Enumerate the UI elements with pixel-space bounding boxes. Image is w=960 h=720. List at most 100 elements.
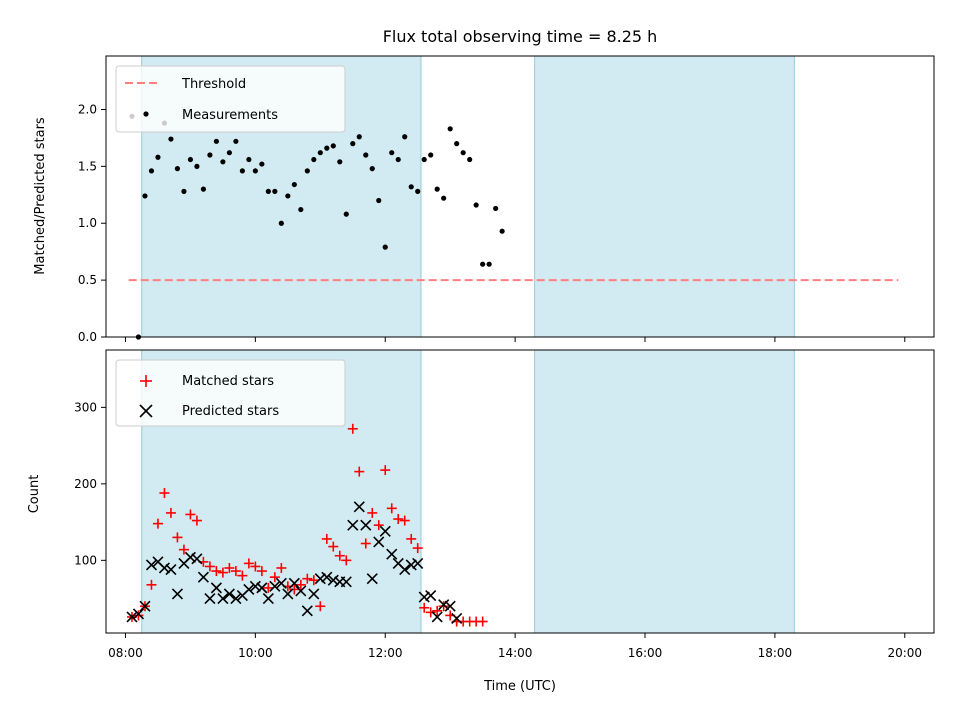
predicted-star-point: [438, 599, 450, 611]
predicted-star-point-b: [139, 600, 151, 612]
matched-star-point: [432, 605, 443, 616]
predicted-star-point-b: [373, 536, 385, 548]
predicted-star-point-b: [171, 588, 184, 600]
predicted-star-point: [230, 593, 242, 605]
predicted-star-point: [444, 600, 456, 612]
predicted-star-point: [223, 588, 235, 600]
predicted-star-point-b: [145, 559, 158, 571]
measurement-point: [239, 168, 245, 174]
top-axes-frame: [105, 55, 935, 338]
observing-span: [534, 56, 795, 337]
predicted-star-point-b: [230, 593, 242, 605]
measurement-point: [382, 244, 388, 250]
measurement-point: [447, 126, 453, 132]
top-x-ticks: [124, 337, 906, 342]
legend-matched-label: Matched stars: [182, 374, 274, 389]
predicted-star-point: [405, 559, 417, 571]
measurement-point: [304, 168, 310, 174]
predicted-star-point: [308, 588, 320, 600]
predicted-star-point-b: [288, 577, 300, 589]
chart-title: Flux total observing time = 8.25 h: [383, 27, 658, 46]
predicted-star-point-b: [399, 563, 411, 576]
measurement-point: [168, 136, 174, 142]
matched-star-point: [334, 550, 345, 561]
predicted-star-point-b: [256, 582, 268, 594]
measurement-point: [285, 193, 291, 199]
predicted-star-point: [321, 571, 333, 583]
predicted-star-point: [288, 577, 300, 589]
x-tick-label: 20:00: [887, 646, 922, 660]
bottom-y-axis-label: Count: [27, 475, 42, 514]
measurement-point: [486, 261, 492, 267]
measurement-point: [363, 152, 369, 158]
predicted-star-point: [269, 580, 281, 592]
measurement-point: [499, 228, 505, 234]
x-tick-label: 18:00: [758, 646, 793, 660]
matched-star-point: [243, 558, 254, 569]
matched-star-point: [399, 515, 410, 526]
measurement-point: [408, 184, 414, 190]
predicted-star-point: [262, 593, 274, 605]
predicted-star-point-b: [444, 600, 456, 612]
matched-star-point: [347, 423, 358, 434]
predicted-star-point: [340, 576, 352, 588]
matched-star-points: [126, 423, 488, 627]
measurement-point: [148, 168, 155, 174]
predicted-star-point-b: [353, 501, 365, 513]
matched-star-point: [380, 465, 391, 476]
predicted-star-point-b: [418, 591, 430, 603]
measurement-point: [330, 143, 336, 149]
y-tick-label: 1.0: [78, 216, 97, 230]
matched-star-point: [477, 616, 488, 627]
matched-star-point: [386, 503, 397, 514]
predicted-star-point: [373, 536, 385, 548]
measurement-point: [272, 188, 278, 194]
matched-star-point: [178, 544, 189, 555]
y-tick-label: 0.0: [78, 330, 97, 344]
matched-star-point: [230, 566, 241, 577]
y-tick-label: 1.5: [78, 159, 97, 173]
measurement-point: [454, 140, 460, 147]
matched-star-point: [152, 518, 163, 529]
measurement-point: [233, 138, 239, 144]
matched-star-point: [373, 520, 384, 531]
measurement-point: [460, 150, 466, 156]
measurement-point: [376, 197, 382, 204]
matched-star-point: [191, 515, 202, 526]
measurement-point: [389, 150, 395, 156]
measurement-point: [421, 156, 427, 163]
y-tick-label: 2.0: [78, 102, 97, 116]
predicted-star-point: [418, 591, 430, 603]
predicted-star-point-b: [223, 588, 235, 600]
matched-star-point: [159, 488, 170, 499]
predicted-star-point-b: [152, 556, 164, 568]
measurement-point: [441, 195, 447, 201]
measurement-point: [291, 181, 297, 188]
bottom-legend: Matched stars Predicted stars: [115, 359, 346, 427]
matched-star-point: [237, 570, 248, 581]
measurement-point: [311, 156, 317, 163]
predicted-star-point-b: [451, 612, 463, 625]
predicted-star-point: [360, 519, 372, 531]
predicted-star-point-b: [295, 585, 307, 597]
predicted-star-point: [425, 589, 437, 602]
predicted-star-point: [145, 559, 158, 571]
matched-star-point: [321, 533, 332, 544]
matched-star-point: [263, 582, 274, 593]
measurement-point: [473, 202, 479, 208]
predicted-star-point: [132, 608, 145, 620]
measurement-point: [142, 193, 148, 199]
predicted-star-point-b: [321, 571, 333, 583]
measurement-point: [402, 134, 408, 140]
predicted-star-point-b: [249, 580, 261, 592]
predicted-star-point: [275, 577, 287, 589]
predicted-star-point-b: [347, 519, 359, 531]
predicted-star-point: [399, 563, 411, 576]
x-axis-label: Time (UTC): [483, 679, 556, 694]
legend-measurements-label: Measurements: [182, 108, 278, 123]
legend-matched-marker: [140, 375, 152, 387]
predicted-star-point: [353, 501, 365, 513]
predicted-star-point-b: [301, 605, 313, 617]
matched-star-point: [289, 584, 300, 595]
matched-star-point: [354, 466, 365, 477]
